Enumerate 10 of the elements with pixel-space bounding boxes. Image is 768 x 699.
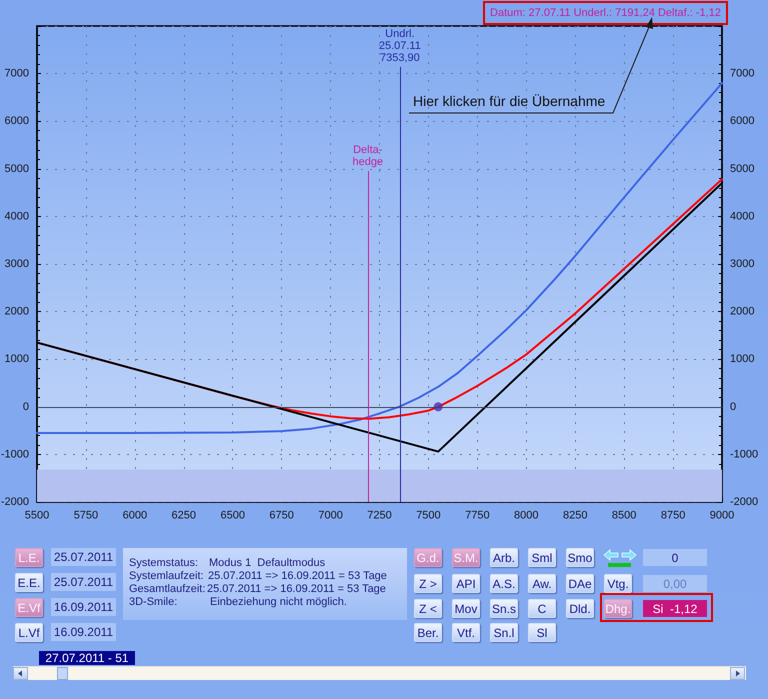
y2-tick-label: -2000 (730, 496, 758, 508)
y2-tick-label: 3000 (730, 258, 754, 270)
y2-tick-label: 1000 (730, 353, 754, 366)
y2-tick-label: 6000 (730, 115, 754, 128)
y2-tick-label: -1000 (730, 448, 758, 460)
y2-tick-label: 2000 (730, 306, 754, 318)
y2-tick-label: 5000 (730, 162, 754, 175)
y2-tick-label: 4000 (730, 210, 754, 222)
y2-tick-label: 7000 (730, 68, 754, 80)
y2-tick-label: 0 (730, 400, 736, 413)
